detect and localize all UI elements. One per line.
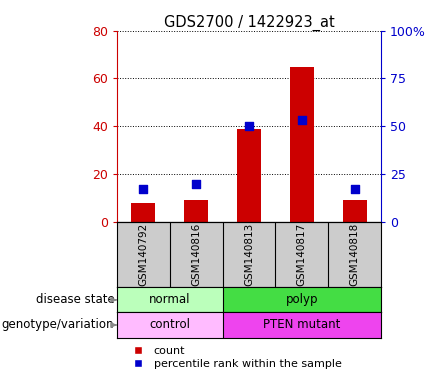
Text: polyp: polyp <box>285 293 318 306</box>
Text: genotype/variation: genotype/variation <box>2 318 114 331</box>
Text: GSM140792: GSM140792 <box>138 223 149 286</box>
Text: GSM140817: GSM140817 <box>297 223 307 286</box>
Text: PTEN mutant: PTEN mutant <box>263 318 340 331</box>
Bar <box>132 203 155 222</box>
Bar <box>237 129 261 222</box>
Point <box>193 180 200 187</box>
Bar <box>117 287 223 313</box>
Text: control: control <box>149 318 190 331</box>
Legend: count, percentile rank within the sample: count, percentile rank within the sample <box>123 341 346 373</box>
Bar <box>343 200 366 222</box>
Text: normal: normal <box>149 293 191 306</box>
Bar <box>223 287 381 313</box>
Point <box>298 118 305 124</box>
Point <box>351 186 358 192</box>
Bar <box>290 66 313 222</box>
Text: GSM140818: GSM140818 <box>349 223 360 286</box>
Bar <box>223 313 381 338</box>
Point <box>140 186 147 192</box>
Point <box>246 123 252 129</box>
Text: disease state: disease state <box>36 293 114 306</box>
Text: GSM140813: GSM140813 <box>244 223 254 286</box>
Text: GSM140816: GSM140816 <box>191 223 201 286</box>
Bar <box>117 313 223 338</box>
Title: GDS2700 / 1422923_at: GDS2700 / 1422923_at <box>164 15 334 31</box>
Bar <box>184 200 208 222</box>
